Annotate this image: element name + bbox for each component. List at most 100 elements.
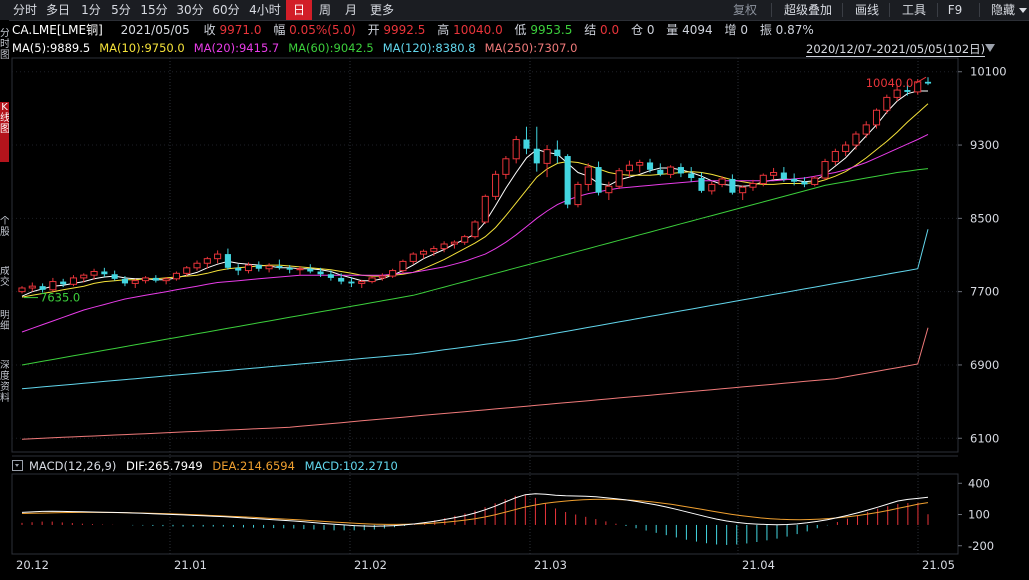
period-tab-8[interactable]: 日 [286,0,312,20]
candle-body-down [533,148,540,164]
candle-body-up [492,173,500,197]
oi-label: 仓 [630,23,643,37]
candle-body-down [101,271,108,275]
candle-body-up [636,161,644,166]
oi-value: 0 [646,23,655,37]
candle-body-up [80,274,88,279]
candle-body-up [481,195,489,223]
candle-body-down [224,254,231,268]
toolbar-button-3[interactable]: 工具 [901,3,926,17]
left-tab-2[interactable]: 个股 [0,216,9,238]
left-tab-0[interactable]: 分时图 [0,28,9,61]
candle-body-up [862,124,870,135]
left-tab-5[interactable]: 深度资料 [0,360,9,404]
candle-body-up [389,270,397,277]
left-tab-4[interactable]: 明细 [0,310,9,332]
candle-body-up [69,277,78,285]
candle-body-down [564,156,571,205]
candle-body-up [172,272,180,280]
high-marker-label: 10040.0 [866,76,914,90]
period-tab-10[interactable]: 月 [344,3,357,17]
candle-body-up [543,149,551,164]
x-tick-label: 21.04 [742,558,775,572]
period-tab-4[interactable]: 15分 [140,3,168,17]
candle-body-down [801,181,808,185]
candle-body-up [450,241,458,245]
x-tick-label: 21.02 [354,558,387,572]
candle-body-up [214,253,222,260]
toolbar-button-1[interactable]: 超级叠加 [783,3,832,17]
period-toolbar: 分时 多日 1分 5分 15分 30分 60分 4小时日周月更多 复权 超级叠加 画线 工具 F9 隐藏 [0,0,1029,21]
toolbar-separator [771,3,772,17]
y-tick-label: 10100 [970,65,1007,79]
low-marker-label: 7635.0 [40,291,80,305]
candle-body-up [368,277,376,283]
settle-value: 0.0 [600,23,620,37]
toolbar-button-5[interactable]: 隐藏 [990,3,1015,17]
y-tick-label: 6900 [970,358,999,372]
date-range-dropdown-icon[interactable] [985,44,995,52]
period-tab-9[interactable]: 周 [318,3,331,17]
inc-value: 0 [740,23,748,37]
period-tab-2[interactable]: 1分 [81,3,101,17]
candle-body-up [440,243,448,250]
macd-y-tick-label: -200 [968,539,994,553]
hide-dropdown-icon[interactable] [1019,8,1027,13]
candle-body-up [162,278,170,282]
period-tab-5[interactable]: 30分 [176,3,204,17]
candle-body-up [296,268,304,271]
ma-legend-item-2: MA(20):9415.7 [193,41,280,55]
toolbar-button-4[interactable]: F9 [947,3,963,17]
candle-body-up [49,281,57,291]
candle-body-up [749,183,757,188]
open-label: 开 [367,23,380,37]
candle-body-up [574,183,582,206]
toolbar-separator [937,3,938,17]
candle-body-up [183,267,191,274]
indicator-menu-icon[interactable] [12,460,23,471]
candle-body-down [152,277,159,281]
ma-legend-item-5: MA(250):7307.0 [484,41,578,55]
y-tick-label: 7700 [970,285,999,299]
left-tab-1[interactable]: K线图 [0,102,9,162]
quote-date: 2021/05/05 [120,23,190,37]
candle-body-up [419,250,428,255]
date-range-selector[interactable]: 2020/12/07-2021/05/05(102日) [806,42,986,57]
left-side-tabs: 分时图 K线图个股成交明细深度资料 [0,20,9,560]
candle-body-up [131,280,139,284]
macd-title[interactable]: MACD(12,26,9) [29,459,117,473]
toolbar-button-0[interactable]: 复权 [732,3,757,17]
candle-body-down [595,167,602,193]
period-tab-1[interactable]: 多日 [45,3,70,17]
macd-y-tick-label: 400 [968,476,990,490]
candle-body-up [18,287,26,293]
period-tab-3[interactable]: 5分 [111,3,131,17]
toolbar-button-2[interactable]: 画线 [854,3,879,17]
candle-body-down [646,162,654,170]
open-value: 9992.5 [383,23,426,37]
close-label: 收 [203,23,216,37]
candle-body-down [307,268,314,272]
period-tab-11[interactable]: 更多 [369,3,394,17]
left-tab-3[interactable]: 成交 [0,266,9,288]
candle-body-down [235,267,242,271]
ma-line-ma10 [21,103,929,298]
macd-y-tick-label: 100 [968,508,990,522]
period-tab-6[interactable]: 60分 [212,3,240,17]
candle-body-up [821,161,829,179]
ma-line-ma20 [21,133,929,333]
candle-body-up [399,260,407,272]
candle-body-up [244,264,253,272]
ma-legend-item-0: MA(5):9889.5 [12,41,91,55]
period-tab-7[interactable]: 4小时 [249,3,281,17]
ma-legend-item-3: MA(60):9042.5 [288,41,374,55]
high-value: 10040.0 [453,23,503,37]
period-tab-0[interactable]: 分时 [12,3,37,17]
candle-body-down [688,173,695,179]
x-tick-label: 21.01 [174,558,207,572]
ma-legend: MA(5):9889.5 MA(10):9750.0 MA(20):9415.7 MA… [12,40,586,56]
amp-label: 振 [759,23,772,37]
close-value: 9971.0 [219,23,262,37]
candle-body-down [39,286,46,290]
